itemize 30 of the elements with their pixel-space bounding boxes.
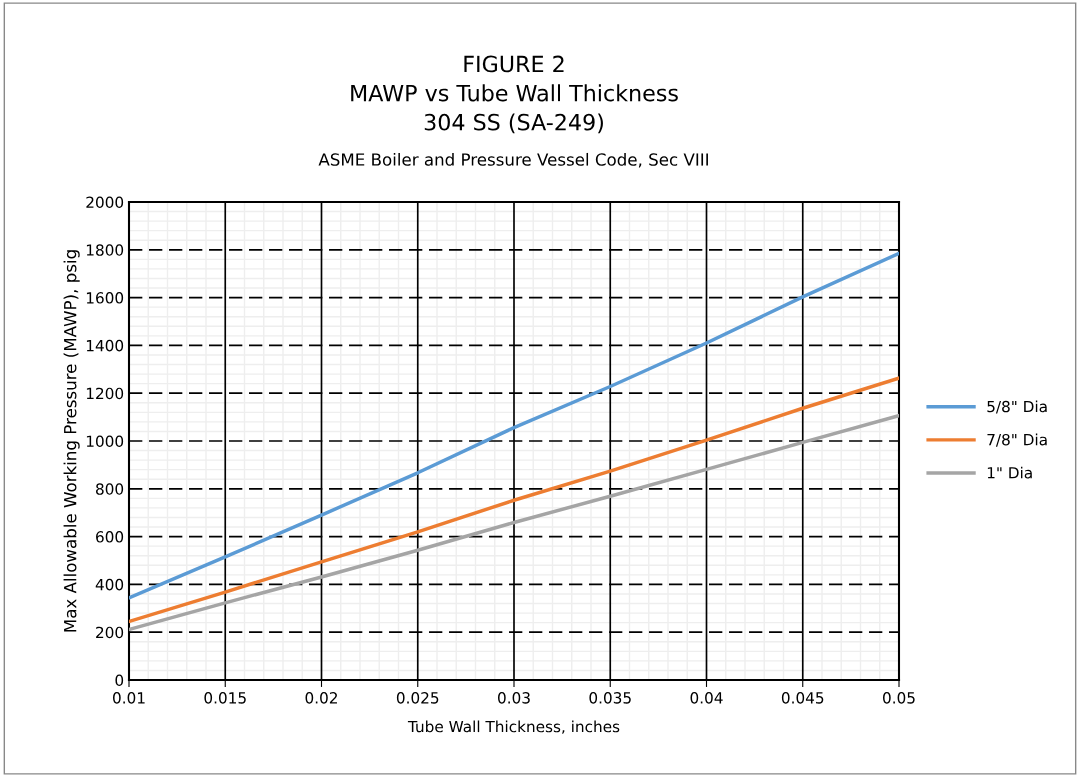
y-tick-label: 600: [96, 531, 124, 543]
y-tick-label: 1400: [86, 339, 124, 352]
legend-label: 5/8" Dia: [987, 400, 1047, 414]
y-tick-label: 2000: [86, 196, 124, 209]
legend-label: 7/8" Dia: [987, 433, 1047, 447]
y-tick-label: 200: [96, 626, 124, 639]
y-tick-label: 0: [115, 674, 124, 687]
x-tick-label: 0.02: [305, 692, 337, 704]
x-tick-label: 0.05: [883, 692, 915, 704]
x-tick-label: 0.04: [690, 692, 723, 704]
x-tick-label: 0.01: [113, 692, 145, 704]
y-tick-label: 1200: [86, 387, 124, 400]
y-tick-label: 1600: [86, 292, 124, 304]
chart-title: FIGURE 2 MAWP vs Tube Wall Thickness 304 SS (SA-249): [351, 55, 678, 134]
x-tick-label: 0.025: [396, 692, 439, 704]
y-tick-label: 400: [95, 578, 124, 591]
y-axis-title: Max Allowable Working Pressure (MAWP), psig: [63, 250, 80, 632]
x-tick-label: 0.035: [589, 692, 631, 704]
chart-subtitle: ASME Boiler and Pressure Vessel Code, Sec VIII: [318, 152, 708, 168]
y-tick-label: 800: [96, 483, 124, 495]
line-series: [129, 413, 899, 632]
x-axis-title: Tube Wall Thickness, inches: [407, 720, 620, 734]
y-tick-label: 1800: [86, 244, 124, 256]
line-series: [129, 376, 899, 624]
x-tick-label: 0.03: [498, 692, 530, 704]
line-series: [129, 251, 899, 600]
y-tick-label: 1000: [86, 435, 124, 448]
x-tick-label: 0.045: [781, 692, 824, 704]
legend-label: 1" Dia: [987, 466, 1032, 479]
x-tick-label: 0.015: [204, 692, 246, 704]
